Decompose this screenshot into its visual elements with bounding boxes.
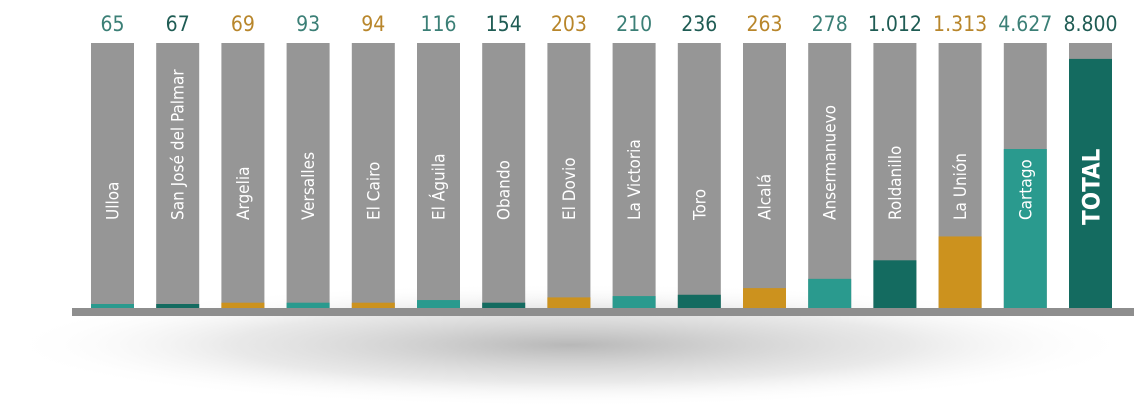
value-label-el-aguila: 116	[420, 12, 456, 36]
category-label-toro: Toro	[690, 189, 710, 221]
category-label-roldanillo: Roldanillo	[886, 146, 906, 220]
bar-background-ansermanuevo	[808, 43, 852, 308]
category-label-obando: Obando	[495, 160, 515, 220]
bar-fill-la-union	[938, 236, 982, 308]
value-label-versalles: 93	[296, 12, 320, 36]
bar-fill-ansermanuevo	[808, 278, 852, 308]
category-label-el-cairo: El Cairo	[364, 162, 384, 220]
category-label-argelia: Argelia	[234, 167, 254, 220]
bar-background-alcala	[743, 43, 786, 308]
category-label-el-aguila: El Águila	[428, 153, 450, 220]
bar-fill-la-victoria	[612, 296, 656, 308]
value-label-total: 8.800	[1063, 12, 1117, 36]
bar-fill-versalles	[286, 302, 330, 308]
value-label-argelia: 69	[231, 12, 255, 36]
bar-background-el-aguila	[417, 43, 460, 308]
bar-fill-total	[1069, 58, 1112, 309]
bar-fill-el-cairo	[351, 302, 395, 308]
bar-fill-el-dovio	[547, 297, 591, 308]
value-label-alcala: 263	[746, 12, 782, 36]
value-label-san-jose-del-palmar: 67	[166, 12, 190, 36]
bar-fill-cartago	[1003, 149, 1047, 308]
bar-background-toro	[677, 43, 721, 308]
value-label-el-dovio: 203	[551, 12, 587, 36]
category-label-cartago: Cartago	[1016, 159, 1036, 220]
bar-fill-el-aguila	[417, 300, 460, 308]
bar-fill-toro	[677, 294, 721, 308]
bar-fill-san-jose-del-palmar	[156, 304, 200, 308]
category-label-ansermanuevo: Ansermanuevo	[821, 105, 841, 220]
bar-background-versalles	[286, 43, 330, 308]
chart-baseline	[72, 308, 1134, 316]
value-label-roldanillo: 1.012	[868, 12, 922, 36]
category-label-alcala: Alcalá	[756, 174, 776, 220]
category-label-la-union: La Unión	[951, 153, 971, 220]
bar-background-el-dovio	[547, 43, 591, 308]
category-label-el-dovio: El Dovio	[560, 157, 580, 220]
value-label-obando: 154	[486, 12, 522, 36]
bars-group: 65 Ulloa 67 San José del Palmar 69 Argelia 93 V…	[91, 12, 1118, 309]
value-label-toro: 236	[681, 12, 717, 36]
category-label-total: TOTAL	[1078, 148, 1106, 225]
category-label-la-victoria: La Victoria	[625, 139, 645, 220]
value-label-cartago: 4.627	[998, 12, 1052, 36]
bar-background-ulloa	[91, 43, 134, 308]
bar-background-obando	[482, 43, 526, 308]
value-label-el-cairo: 94	[361, 12, 385, 36]
bar-background-argelia	[221, 43, 265, 308]
value-label-ansermanuevo: 278	[812, 12, 848, 36]
bar-fill-ulloa	[91, 304, 134, 308]
category-label-san-jose-del-palmar: San José del Palmar	[169, 69, 189, 220]
category-label-ulloa: Ulloa	[104, 182, 124, 220]
category-label-versalles: Versalles	[299, 152, 319, 220]
value-label-la-victoria: 210	[616, 12, 652, 36]
bar-background-la-victoria	[612, 43, 656, 308]
bar-fill-roldanillo	[873, 260, 917, 308]
value-label-ulloa: 65	[100, 12, 124, 36]
bar-background-san-jose-del-palmar	[156, 43, 200, 308]
value-label-la-union: 1.313	[933, 12, 987, 36]
bar-fill-obando	[482, 302, 526, 308]
bar-background-el-cairo	[351, 43, 395, 308]
bar-fill-alcala	[743, 288, 786, 308]
bar-fill-argelia	[221, 302, 265, 308]
